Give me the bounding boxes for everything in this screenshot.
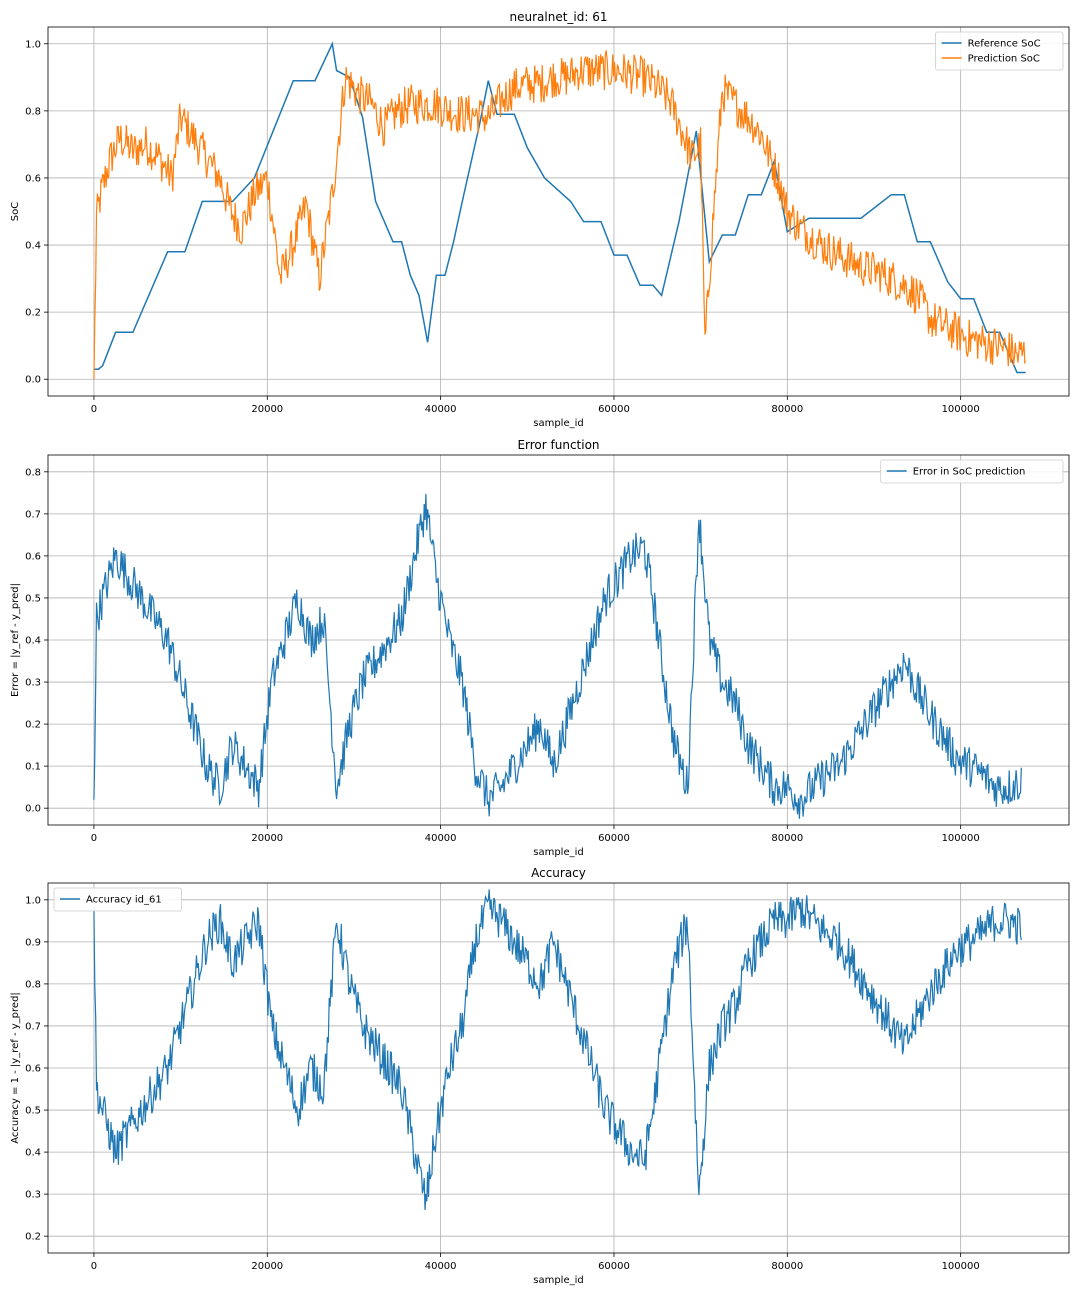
legend-label: Reference SoC: [968, 39, 1041, 50]
x-axis-label: sample_id: [533, 418, 583, 429]
y-tick-label: 0.3: [25, 678, 41, 689]
x-tick-label: 80000: [771, 404, 803, 415]
legend-box: [53, 887, 182, 912]
y-tick-label: 0.2: [25, 720, 41, 731]
subplot-1: 0 20000 40000 60000 80000 100000 0.0 0.2 0.4 0.6 0…: [10, 10, 1070, 429]
y-tick-label: 0.0: [25, 804, 41, 815]
y-tick-label: 1.0: [25, 895, 41, 906]
y-tick-label: 0.4: [25, 636, 41, 647]
x-tick-label: 40000: [425, 833, 457, 844]
y-tick-label: 0.6: [25, 1064, 41, 1075]
chart-title: neuralnet_id: 61: [510, 10, 608, 24]
series-line-2: [93, 50, 1027, 380]
y-tick-label: 0.3: [25, 1190, 41, 1201]
x-tick-label: 80000: [771, 833, 803, 844]
legend-box: [880, 459, 1064, 484]
y-tick-label: 0.2: [25, 308, 41, 319]
y-tick-label: 0.6: [25, 173, 41, 184]
x-tick-label: 100000: [942, 833, 980, 844]
legend-label: Error in SoC prediction: [913, 467, 1026, 478]
x-tick-label: 40000: [425, 1261, 457, 1272]
legend: Accuracy id_61: [53, 887, 182, 912]
y-tick-label: 0.9: [25, 937, 41, 948]
y-tick-label: 0.7: [25, 1021, 41, 1032]
x-tick-label: 100000: [942, 1261, 980, 1272]
x-tick-label: 20000: [251, 404, 283, 415]
y-tick-label: 0.2: [25, 1232, 41, 1243]
x-tick-label: 20000: [251, 833, 283, 844]
series-line-1: [93, 493, 1022, 819]
axes-frame: [47, 26, 1070, 397]
y-axis-label: Accuracy = 1 - |y_ref - y_pred|: [10, 992, 21, 1144]
y-tick-label: 0.7: [25, 509, 41, 520]
y-axis-label: SoC: [10, 202, 21, 221]
y-tick-label: 0.5: [25, 1106, 41, 1117]
chart-title: Accuracy: [531, 866, 586, 880]
x-tick-label: 60000: [598, 1261, 630, 1272]
chart-title: Error function: [517, 438, 599, 452]
subplot-2: 0 20000 40000 60000 80000 100000 0.0 0.1 0.2 0.3 0…: [10, 438, 1070, 858]
x-tick-label: 0: [91, 833, 97, 844]
y-tick-label: 0.8: [25, 467, 41, 478]
series-line-1: [93, 41, 1026, 374]
y-tick-label: 0.6: [25, 551, 41, 562]
x-tick-label: 0: [91, 404, 97, 415]
legend: Reference SoC Prediction SoC: [935, 31, 1064, 71]
y-tick-label: 0.4: [25, 1148, 41, 1159]
x-tick-label: 40000: [425, 404, 457, 415]
y-tick-label: 0.8: [25, 106, 41, 117]
y-tick-label: 0.1: [25, 762, 41, 773]
series-line-1: [93, 889, 1022, 1211]
x-tick-label: 20000: [251, 1261, 283, 1272]
y-tick-label: 0.8: [25, 979, 41, 990]
x-tick-label: 80000: [771, 1261, 803, 1272]
legend: Error in SoC prediction: [880, 459, 1064, 484]
x-axis-label: sample_id: [533, 1275, 583, 1286]
x-tick-label: 100000: [942, 404, 980, 415]
y-tick-label: 0.5: [25, 593, 41, 604]
subplot-3: 0 20000 40000 60000 80000 100000 0.2 0.3 0.4 0.5 0…: [10, 866, 1070, 1286]
x-tick-label: 60000: [598, 404, 630, 415]
legend-box: [935, 31, 1064, 71]
x-tick-label: 0: [91, 1261, 97, 1272]
x-tick-label: 60000: [598, 833, 630, 844]
y-tick-label: 1.0: [25, 39, 41, 50]
y-tick-label: 0.4: [25, 241, 41, 252]
y-tick-label: 0.0: [25, 375, 41, 386]
legend-label: Accuracy id_61: [86, 895, 162, 906]
y-axis-label: Error = |y_ref - y_pred|: [10, 583, 21, 697]
legend-label: Prediction SoC: [968, 54, 1040, 65]
x-axis-label: sample_id: [533, 847, 583, 858]
